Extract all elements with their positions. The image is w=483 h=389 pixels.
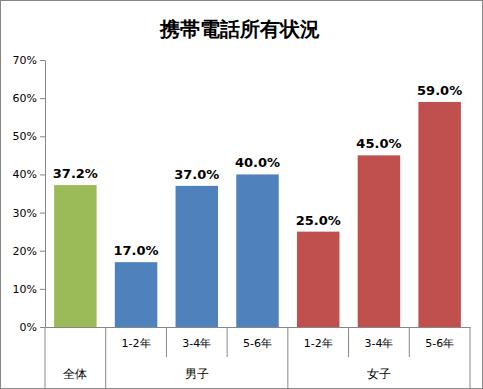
data-label: 17.0% [114,243,159,258]
y-tick: 60% [13,92,45,105]
category-separator [470,327,471,388]
x-tick-label: 1-2年 [122,337,151,350]
y-tick-label: 10% [13,283,37,296]
category-separator [287,327,288,388]
x-tick-label: 5-6年 [425,337,454,350]
category-separator [227,327,228,357]
x-tick: 5-6年 [243,327,272,350]
category-separator [45,327,46,388]
y-tick-mark [40,98,45,99]
y-tick-label: 20% [13,245,37,258]
bar [176,186,219,327]
x-axis: 1-2年 3-4年 5-6年 1-2年 3-4年 5-6年 [46,327,471,350]
y-tick: 20% [13,245,45,258]
y-tick-label: 60% [13,92,37,105]
bar [236,174,279,327]
x-tick: 3-4年 [364,327,393,350]
category-separator [348,327,349,357]
y-axis: 0% 10% 20% 30% 40% 50% 60% 70% [13,54,46,334]
chart-border [1,1,483,389]
y-tick-mark [40,327,45,328]
y-axis-line [45,61,46,328]
data-labels: 37.2% 17.0% 37.0% 40.0% 25.0% 45.0% 59.0% [53,83,462,258]
x-tick: 1-2年 [304,327,333,350]
x-tick: 5-6年 [425,327,454,350]
x-tick: 1-2年 [122,327,151,350]
x-tick: 3-4年 [182,327,211,350]
y-tick: 10% [13,283,45,296]
group-labels: 全体 男子 女子 [63,367,391,381]
y-tick-mark [40,213,45,214]
bar [418,102,461,327]
y-tick-label: 70% [13,54,37,67]
y-tick-mark [40,289,45,290]
x-tick-label: 1-2年 [304,337,333,350]
chart: 携帯電話所有状況 0% 10% 20% 30% 40% 50% 60% 70% 1-2年 3-4年 5… [0,0,483,389]
group-label: 男子 [185,367,209,381]
y-tick: 0% [20,321,45,334]
y-tick: 40% [13,168,45,181]
data-label: 45.0% [356,136,401,151]
y-tick-mark [40,136,45,137]
y-tick: 50% [13,130,45,143]
group-label: 女子 [367,367,391,381]
category-separator [409,327,410,357]
category-separators [45,327,470,388]
data-label: 37.0% [174,167,219,182]
x-tick-label: 3-4年 [364,337,393,350]
data-label: 40.0% [235,155,280,170]
x-axis-line [46,327,471,328]
group-label: 全体 [63,367,87,381]
bar [297,232,340,327]
bars [54,102,461,327]
y-tick-mark [40,60,45,61]
title: 携帯電話所有状況 [159,17,320,41]
y-tick-mark [40,251,45,252]
y-tick: 30% [13,207,45,220]
bar [358,155,401,327]
x-tick-label: 3-4年 [182,337,211,350]
data-label: 59.0% [417,83,462,98]
data-label: 25.0% [296,213,341,228]
y-tick-label: 0% [20,321,37,334]
category-separator [105,327,106,388]
bar [54,185,97,327]
bar [115,262,158,327]
y-tick-mark [40,174,45,175]
y-tick-label: 50% [13,130,37,143]
category-separator [166,327,167,357]
y-tick: 70% [13,54,45,67]
y-tick-label: 30% [13,207,37,220]
x-tick-label: 5-6年 [243,337,272,350]
y-tick-label: 40% [13,168,37,181]
data-label: 37.2% [53,166,98,181]
